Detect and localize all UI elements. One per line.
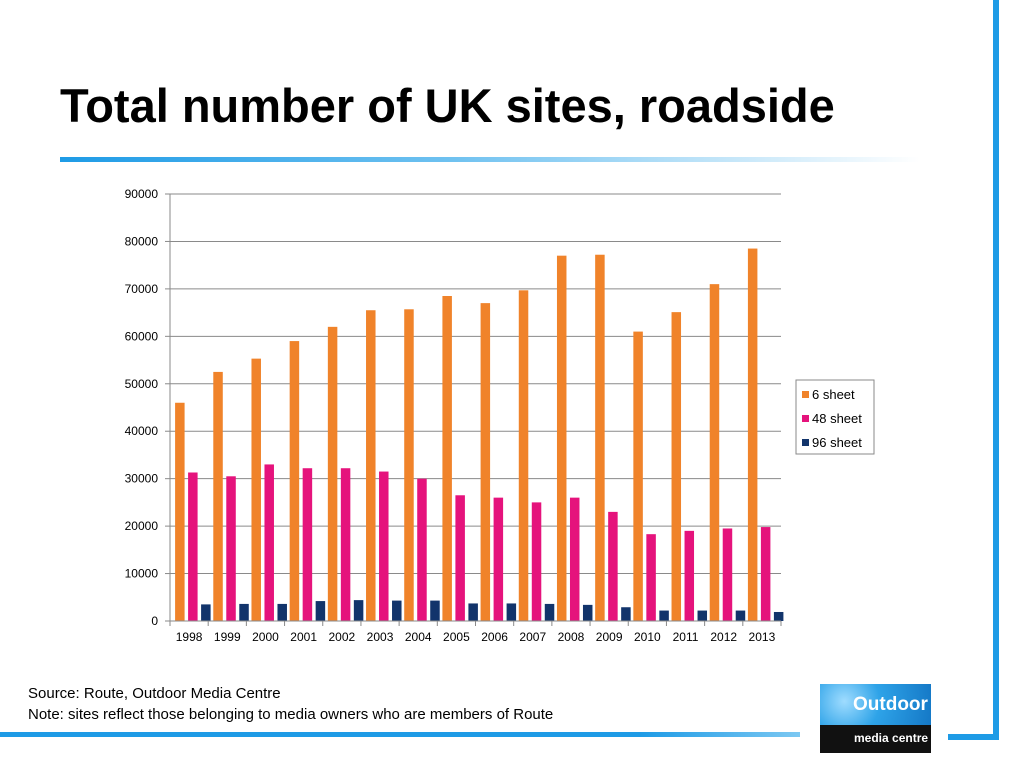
- bar-96-sheet-2002: [353, 600, 364, 621]
- bar-96-sheet-2007: [544, 603, 555, 621]
- slide-title: Total number of UK sites, roadside: [60, 79, 835, 132]
- bar-96-sheet-2013: [773, 611, 784, 621]
- bar-96-sheet-1999: [239, 603, 249, 621]
- outdoor-media-centre-logo: Outdoor media centre: [820, 684, 931, 753]
- bar-6-sheet-2012: [709, 284, 720, 621]
- y-tick-label: 20000: [125, 519, 159, 533]
- y-tick-label: 30000: [125, 472, 159, 486]
- bar-6-sheet-1999: [213, 371, 223, 621]
- bar-96-sheet-2003: [392, 600, 402, 621]
- legend-label: 48 sheet: [812, 411, 862, 426]
- logo-bar: [820, 725, 931, 753]
- axes: [169, 194, 782, 626]
- y-axis-tick-labels: 0 10000 20000 30000 40000 50000 60000 70000 8000…: [125, 187, 159, 628]
- x-tick-label: 2012: [710, 630, 737, 644]
- bar-6-sheet-2009: [595, 254, 605, 621]
- y-tick-label: 0: [151, 614, 158, 628]
- bar-96-sheet-2004: [430, 600, 440, 621]
- y-tick-label: 80000: [125, 234, 159, 248]
- x-tick-label: 2011: [673, 630, 699, 644]
- source-line: Source: Route, Outdoor Media Centre: [28, 685, 281, 702]
- title-underline: [60, 157, 920, 162]
- x-axis-tick-labels: 1998 1999 2000 2001 2002 2003 2004 2005 2006 2007…: [176, 630, 776, 644]
- bar-48-sheet-2011: [684, 530, 695, 621]
- bars: [175, 248, 784, 622]
- x-tick-label: 2010: [634, 630, 661, 644]
- x-tick-label: 2013: [749, 630, 776, 644]
- bar-48-sheet-1999: [226, 476, 236, 621]
- bar-48-sheet-2006: [493, 497, 504, 621]
- bar-48-sheet-2007: [531, 502, 542, 621]
- bar-96-sheet-2000: [277, 603, 287, 621]
- bar-6-sheet-2004: [404, 309, 414, 621]
- bar-6-sheet-2008: [556, 255, 567, 621]
- bar-6-sheet-2005: [442, 296, 452, 621]
- legend-label: 96 sheet: [812, 435, 862, 450]
- bar-48-sheet-2002: [340, 468, 351, 621]
- y-tick-label: 90000: [125, 187, 159, 201]
- bar-48-sheet-1998: [188, 472, 198, 621]
- bar-6-sheet-2010: [633, 331, 643, 621]
- bar-6-sheet-2006: [480, 303, 491, 621]
- legend-swatch: [802, 439, 809, 446]
- legend-swatch: [802, 415, 809, 422]
- bar-96-sheet-2005: [468, 603, 478, 621]
- frame-bottom-border: [0, 732, 800, 737]
- bar-6-sheet-2003: [366, 310, 376, 621]
- source-notes: Source: Route, Outdoor Media Centre Note…: [28, 683, 553, 725]
- bar-96-sheet-1998: [201, 604, 211, 621]
- frame-bottom-right-border: [948, 734, 999, 740]
- y-tick-label: 40000: [125, 424, 159, 438]
- bar-96-sheet-2010: [659, 610, 669, 621]
- logo-main-text: Outdoor: [853, 694, 928, 715]
- x-tick-label: 1999: [214, 630, 241, 644]
- y-tick-label: 50000: [125, 377, 159, 391]
- bar-48-sheet-2004: [417, 478, 427, 621]
- logo-sub-text: media centre: [854, 731, 929, 745]
- bar-6-sheet-2013: [747, 248, 758, 622]
- y-tick-label: 60000: [125, 329, 159, 343]
- x-tick-label: 2000: [252, 630, 279, 644]
- y-tick-label: 10000: [125, 567, 159, 581]
- x-tick-label: 1998: [176, 630, 203, 644]
- y-tick-label: 70000: [125, 282, 159, 296]
- bar-48-sheet-2008: [569, 497, 580, 621]
- x-tick-label: 2003: [367, 630, 394, 644]
- bar-96-sheet-2008: [582, 604, 593, 621]
- bar-96-sheet-2006: [506, 603, 517, 621]
- bar-48-sheet-2003: [379, 471, 389, 621]
- frame-right-border: [993, 0, 999, 740]
- x-tick-label: 2002: [328, 630, 355, 644]
- x-tick-label: 2004: [405, 630, 432, 644]
- x-tick-label: 2008: [558, 630, 585, 644]
- x-tick-label: 2009: [596, 630, 623, 644]
- bar-6-sheet-2007: [518, 290, 529, 621]
- bar-48-sheet-2009: [608, 511, 618, 621]
- bar-48-sheet-2012: [722, 528, 733, 621]
- bar-48-sheet-2005: [455, 495, 465, 621]
- bar-96-sheet-2009: [621, 607, 631, 621]
- legend-swatch: [802, 391, 809, 398]
- x-tick-label: 2001: [290, 630, 317, 644]
- bar-chart: 0 10000 20000 30000 40000 50000 60000 70000 8000…: [125, 187, 875, 644]
- bar-96-sheet-2011: [697, 610, 708, 621]
- legend-label: 6 sheet: [812, 387, 855, 402]
- bar-48-sheet-2013: [760, 527, 771, 621]
- bar-48-sheet-2010: [646, 534, 656, 621]
- bar-6-sheet-2002: [327, 326, 338, 621]
- legend: 6 sheet 48 sheet 96 sheet: [795, 379, 875, 455]
- bar-96-sheet-2001: [315, 601, 326, 621]
- bar-6-sheet-2001: [289, 341, 300, 621]
- bar-48-sheet-2001: [302, 468, 313, 621]
- x-tick-label: 2005: [443, 630, 470, 644]
- bar-6-sheet-2000: [251, 358, 261, 621]
- bar-6-sheet-1998: [175, 402, 185, 621]
- x-tick-label: 2006: [481, 630, 508, 644]
- bar-96-sheet-2012: [735, 610, 746, 621]
- note-line: Note: sites reflect those belonging to m…: [28, 706, 554, 723]
- bar-48-sheet-2000: [264, 464, 274, 621]
- bar-6-sheet-2011: [671, 312, 682, 621]
- x-tick-label: 2007: [519, 630, 546, 644]
